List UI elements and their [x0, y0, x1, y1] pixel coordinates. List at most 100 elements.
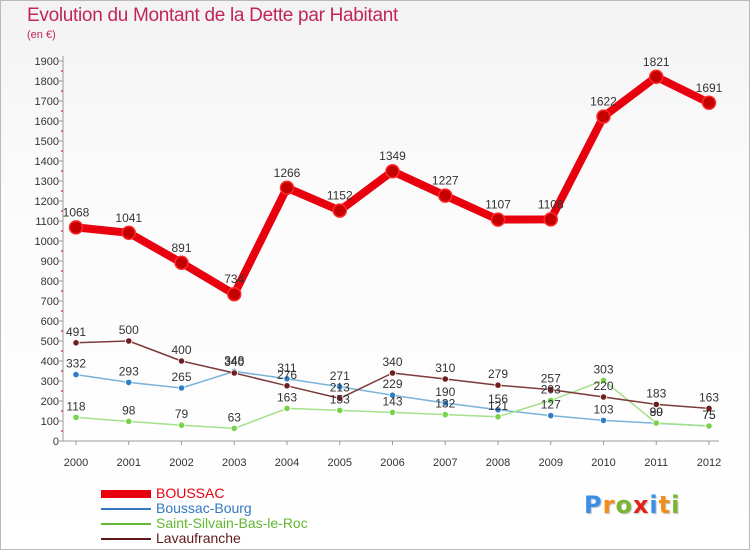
data-label-boussac: 1041	[115, 211, 142, 225]
x-tick-label: 2001	[117, 457, 141, 469]
y-tick-label: 300	[41, 376, 59, 388]
data-point-boussac-bourg	[177, 384, 186, 392]
data-point-lavaufranche	[177, 357, 186, 365]
series-line-boussac	[72, 72, 713, 299]
legend-label: Boussac-Bourg	[156, 500, 252, 516]
legend-item-boussac-bourg: Boussac-Bourg	[101, 501, 308, 516]
data-label-saint-silvain-bas-le-roc: 63	[228, 410, 242, 424]
data-point-boussac	[279, 180, 295, 196]
data-point-lavaufranche	[494, 381, 502, 389]
data-point-boussac	[596, 109, 611, 124]
data-label-saint-silvain-bas-le-roc: 121	[488, 399, 508, 413]
x-tick-label: 2008	[486, 457, 510, 469]
chart-title: Evolution du Montant de la Dette par Hab…	[27, 5, 398, 26]
data-point-boussac	[68, 220, 84, 235]
logo-letter: i	[649, 491, 659, 519]
data-point-saint-silvain-bas-le-roc	[72, 413, 80, 421]
data-label-boussac: 1266	[274, 166, 301, 180]
data-label-lavaufranche: 310	[435, 361, 455, 375]
data-label-lavaufranche: 491	[66, 325, 86, 339]
data-label-lavaufranche: 220	[593, 379, 613, 393]
data-point-boussac-bourg	[441, 399, 449, 407]
data-label-boussac-bourg: 348	[224, 353, 244, 367]
data-point-saint-silvain-bas-le-roc	[599, 376, 608, 384]
data-point-lavaufranche	[705, 404, 713, 412]
data-label-boussac: 1349	[379, 149, 406, 163]
logo-letter: P	[584, 491, 603, 519]
data-point-boussac-bourg	[283, 375, 291, 383]
logo-letter: i	[671, 491, 681, 519]
data-point-boussac	[121, 225, 136, 241]
data-label-lavaufranche: 340	[224, 355, 244, 369]
data-point-boussac-bourg	[72, 370, 80, 379]
x-tick-label: 2010	[591, 457, 615, 469]
data-point-saint-silvain-bas-le-roc	[177, 421, 186, 429]
data-label-boussac-bourg: 311	[277, 361, 296, 375]
data-label-boussac-bourg: 293	[119, 364, 139, 378]
data-point-boussac	[438, 188, 453, 203]
legend-label: Lavaufranche	[156, 530, 241, 546]
data-label-saint-silvain-bas-le-roc: 90	[650, 405, 664, 419]
data-label-boussac-bourg: 229	[382, 377, 402, 391]
data-label-boussac: 1227	[432, 174, 459, 188]
x-tick-label: 2000	[64, 457, 88, 469]
data-label-boussac: 1107	[485, 198, 511, 212]
data-point-boussac	[227, 286, 242, 302]
data-label-boussac-bourg: 127	[541, 398, 561, 412]
data-label-boussac-bourg: 265	[171, 370, 191, 384]
data-label-boussac-bourg: 271	[330, 369, 350, 383]
chart-subtitle: (en €)	[27, 29, 56, 41]
data-label-boussac-bourg: 89	[650, 405, 664, 419]
data-point-boussac	[543, 212, 558, 227]
data-point-saint-silvain-bas-le-roc	[494, 413, 502, 421]
proxiti-logo: Proxiti	[584, 491, 680, 519]
y-tick-label: 200	[41, 396, 59, 408]
data-label-boussac-bourg: 332	[66, 357, 86, 371]
data-label-lavaufranche: 276	[277, 368, 297, 382]
y-tick-label: 1400	[35, 156, 59, 168]
data-point-lavaufranche	[388, 369, 397, 377]
logo-letter: r	[602, 491, 616, 519]
data-label-lavaufranche: 183	[646, 386, 666, 400]
data-label-boussac: 1691	[696, 81, 723, 95]
x-tick-label: 2006	[380, 457, 404, 469]
data-label-saint-silvain-bas-le-roc: 75	[702, 408, 716, 422]
legend-item-saint-silvain-bas-le-roc: Saint-Silvain-Bas-le-Roc	[101, 516, 308, 531]
x-tick-label: 2009	[539, 457, 563, 469]
data-point-lavaufranche	[230, 369, 238, 377]
legend-swatch	[101, 507, 151, 510]
y-tick-label: 1100	[35, 216, 59, 228]
data-label-saint-silvain-bas-le-roc: 303	[593, 362, 613, 376]
data-label-lavaufranche: 500	[119, 323, 139, 337]
data-label-boussac-bourg: 190	[435, 385, 455, 399]
y-tick-label: 0	[53, 436, 59, 448]
y-tick-label: 1000	[35, 236, 59, 248]
data-label-boussac-bourg: 156	[488, 392, 508, 406]
data-label-saint-silvain-bas-le-roc: 98	[122, 403, 136, 417]
data-label-boussac: 734	[224, 272, 244, 286]
data-label-lavaufranche: 279	[488, 367, 508, 381]
data-point-boussac	[332, 203, 347, 218]
y-tick-label: 500	[41, 336, 59, 348]
data-point-boussac	[174, 255, 189, 271]
y-tick-label: 1200	[35, 196, 59, 208]
legend-swatch	[101, 537, 151, 540]
data-point-boussac	[490, 212, 506, 227]
data-label-lavaufranche: 257	[541, 372, 561, 386]
legend-label: BOUSSAC	[156, 485, 225, 501]
y-tick-label: 400	[41, 356, 59, 368]
data-point-saint-silvain-bas-le-roc	[230, 424, 238, 432]
x-tick-label: 2012	[697, 457, 721, 469]
y-tick-label: 1600	[35, 116, 59, 128]
data-point-boussac	[649, 69, 664, 85]
data-label-saint-silvain-bas-le-roc: 203	[541, 382, 561, 396]
data-label-saint-silvain-bas-le-roc: 143	[382, 394, 402, 408]
data-point-boussac	[701, 95, 717, 111]
x-tick-label: 2004	[275, 457, 299, 469]
legend-swatch	[101, 522, 151, 525]
y-tick-label: 900	[41, 256, 59, 268]
data-point-boussac-bourg	[494, 406, 502, 414]
x-tick-label: 2002	[169, 457, 193, 469]
